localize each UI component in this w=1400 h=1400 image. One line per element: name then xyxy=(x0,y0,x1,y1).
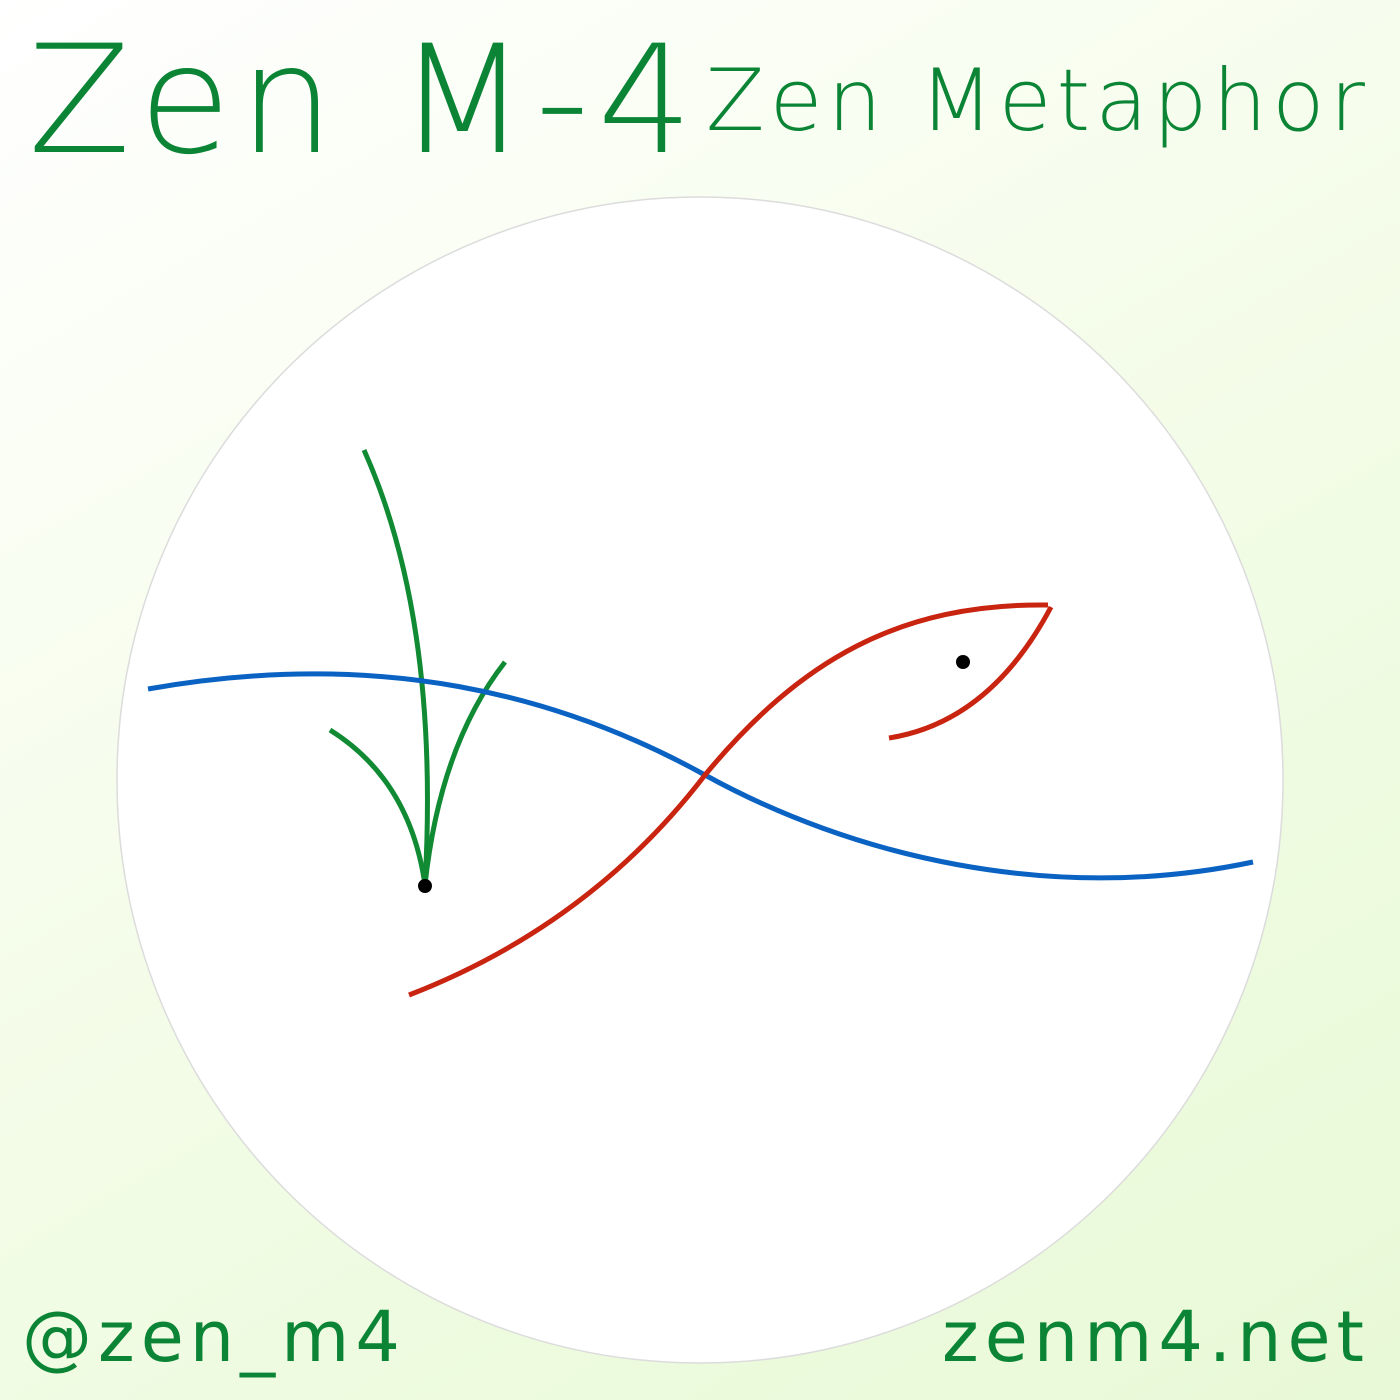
fish-body-line xyxy=(408,602,1049,998)
reed-stem-tall xyxy=(361,448,430,886)
reed-leaf-left xyxy=(328,727,428,886)
reed-leaf-right xyxy=(422,660,507,886)
social-handle: @zen_m4 xyxy=(22,1296,406,1378)
fish-icon xyxy=(408,602,1054,998)
fish-belly-line xyxy=(888,605,1054,741)
fish-eye-dot xyxy=(956,655,970,669)
website-url: zenm4.net xyxy=(941,1296,1370,1378)
brand-subtitle: Zen Metaphor xyxy=(705,51,1370,151)
reed-root-dot xyxy=(418,879,432,893)
brand-title: Zen M-4 xyxy=(28,14,701,188)
reed-plant-icon xyxy=(328,448,507,893)
